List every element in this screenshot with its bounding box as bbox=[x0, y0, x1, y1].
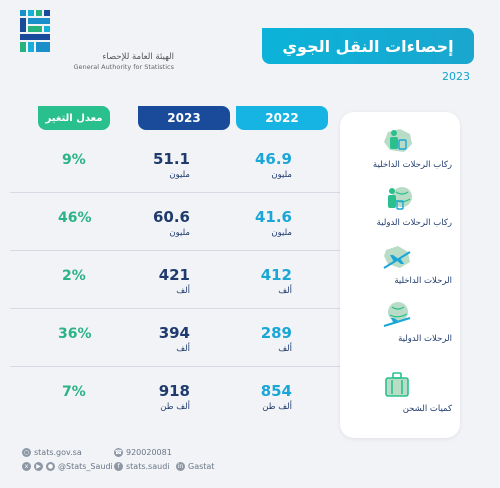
international-passenger-icon bbox=[388, 187, 412, 210]
change-rate: 9% bbox=[62, 152, 86, 168]
change-rate: 36% bbox=[58, 326, 92, 342]
unit-2022: مليون bbox=[271, 170, 292, 180]
domestic-flight-icon bbox=[383, 246, 411, 269]
logo-english-name: General Authority for Statistics bbox=[73, 63, 174, 71]
twitter-icon: x bbox=[22, 462, 31, 471]
value-2023: 394 bbox=[158, 324, 190, 342]
value-2023: 60.6 bbox=[152, 208, 190, 226]
category-domestic-passengers: ركاب الرحلات الداخلية bbox=[340, 126, 460, 184]
youtube-icon: ▶ bbox=[34, 462, 43, 471]
unit-2023: مليون bbox=[169, 170, 190, 180]
row-divider bbox=[10, 308, 340, 309]
value-2023: 918 bbox=[158, 382, 190, 400]
footer-gastat[interactable]: in Gastat bbox=[176, 462, 215, 471]
row-divider bbox=[10, 366, 340, 367]
value-2022: 46.9 bbox=[254, 150, 292, 168]
value-2023: 421 bbox=[158, 266, 190, 284]
category-international-passengers: ركاب الرحلات الدولية bbox=[340, 184, 460, 242]
change-rate: 2% bbox=[62, 268, 86, 284]
cargo-icon bbox=[385, 372, 409, 397]
gastat-logo-mark-icon bbox=[20, 10, 50, 52]
row-divider bbox=[10, 250, 340, 251]
value-2023: 51.1 bbox=[152, 150, 190, 168]
page-year: 2023 bbox=[442, 70, 470, 83]
category-domestic-flights: الرحلات الداخلية bbox=[340, 242, 460, 300]
snapchat-icon: ● bbox=[46, 462, 55, 471]
category-cargo: كميات الشحن bbox=[340, 370, 460, 428]
unit-2023: مليون bbox=[169, 228, 190, 238]
category-label: ركاب الرحلات الداخلية bbox=[372, 160, 452, 170]
logo-arabic-name: الهيئة العامة للإحصاء bbox=[102, 52, 174, 62]
unit-2022: ألف طن bbox=[262, 402, 292, 412]
change-rate: 7% bbox=[62, 384, 86, 400]
unit-2022: ألف bbox=[278, 344, 292, 354]
header-2022: 2022 bbox=[236, 106, 328, 130]
footer-phone[interactable]: ☎ 920020081 bbox=[114, 448, 172, 457]
header-change-rate: معدل التغير bbox=[38, 106, 110, 130]
category-label: كميات الشحن bbox=[402, 404, 452, 414]
unit-2022: ألف bbox=[278, 286, 292, 296]
value-2022: 41.6 bbox=[254, 208, 292, 226]
category-label: الرحلات الدولية bbox=[398, 334, 452, 344]
domestic-passenger-icon bbox=[384, 129, 412, 152]
footer-social-handle[interactable]: x ▶ ● @Stats_Saudi bbox=[22, 462, 113, 471]
globe-icon: ○ bbox=[22, 448, 31, 457]
unit-2023: ألف bbox=[176, 344, 190, 354]
footer-website[interactable]: ○ stats.gov.sa bbox=[22, 448, 82, 457]
change-rate: 46% bbox=[58, 210, 92, 226]
facebook-icon: f bbox=[114, 462, 123, 471]
header-2023: 2023 bbox=[138, 106, 230, 130]
footer-facebook[interactable]: f stats.saudi bbox=[114, 462, 170, 471]
unit-2023: ألف bbox=[176, 286, 190, 296]
unit-2022: مليون bbox=[271, 228, 292, 238]
value-2022: 854 bbox=[260, 382, 292, 400]
linkedin-icon: in bbox=[176, 462, 185, 471]
gastat-logo: الهيئة العامة للإحصاء General Authority … bbox=[14, 8, 174, 71]
category-label: الرحلات الداخلية bbox=[394, 276, 452, 286]
phone-icon: ☎ bbox=[114, 448, 123, 457]
international-flight-icon bbox=[383, 302, 411, 327]
row-divider bbox=[10, 192, 340, 193]
value-2022: 412 bbox=[260, 266, 292, 284]
value-2022: 289 bbox=[260, 324, 292, 342]
page-title: إحصاءات النقل الجوي bbox=[262, 28, 474, 64]
category-label: ركاب الرحلات الدولية bbox=[376, 218, 452, 228]
unit-2023: ألف طن bbox=[160, 402, 190, 412]
category-international-flights: الرحلات الدولية bbox=[340, 300, 460, 358]
category-card: ركاب الرحلات الداخلية ركاب الرحلات الدول… bbox=[340, 112, 460, 438]
